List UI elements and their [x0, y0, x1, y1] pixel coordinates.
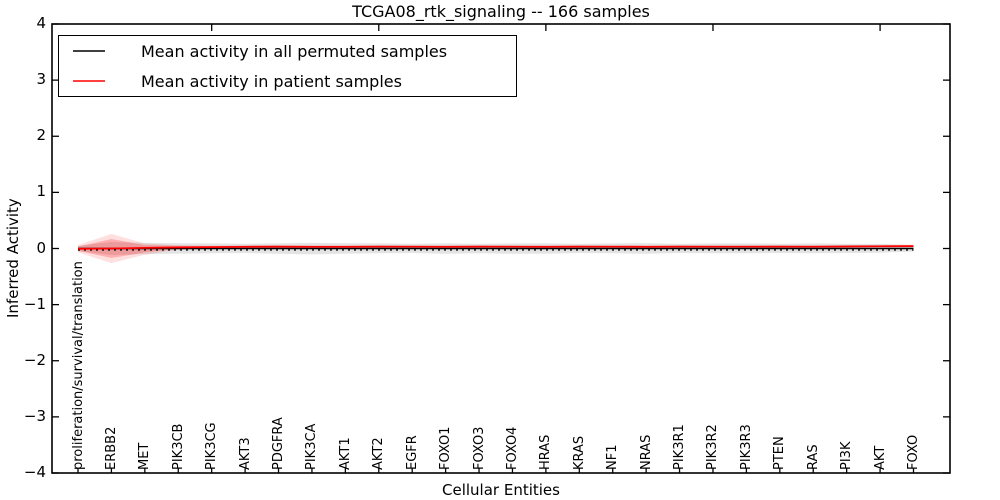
- x-tick-label: NRAS: [638, 434, 654, 470]
- y-tick-label: 2: [36, 126, 46, 145]
- y-tick-label: 4: [36, 14, 46, 32]
- x-tick-label: PTEN: [772, 436, 788, 470]
- x-tick-label: NF1: [605, 444, 621, 470]
- legend-item-patient: Mean activity in patient samples: [59, 68, 516, 94]
- x-tick-label: FOXO3: [471, 426, 487, 470]
- x-tick-label: PIK3CB: [170, 423, 186, 470]
- x-tick-label: AKT1: [337, 437, 353, 470]
- x-axis-label: Cellular Entities: [442, 481, 560, 499]
- legend: Mean activity in all permuted samples Me…: [58, 35, 517, 97]
- x-tick-label: FOXO4: [504, 426, 520, 470]
- axis-ticks: [52, 23, 950, 474]
- x-tick-label: HRAS: [538, 434, 554, 470]
- x-tick-label: PIK3CA: [304, 423, 320, 470]
- x-tick-label: MET: [137, 442, 153, 470]
- x-tick-label: FOXO: [906, 434, 921, 470]
- y-tick-label: −2: [23, 350, 46, 369]
- legend-line-patient-icon: [73, 80, 105, 82]
- x-tick-label: proliferation/survival/translation: [70, 261, 86, 470]
- y-tick-label: 3: [36, 70, 46, 89]
- x-tick-label: EGFR: [404, 435, 420, 470]
- x-tick-label: AKT: [872, 445, 888, 470]
- x-tick-label: KRAS: [571, 435, 587, 470]
- y-tick-label: −4: [23, 463, 46, 481]
- x-tick-label: PDGFRA: [271, 417, 287, 470]
- y-tick-label: 0: [36, 238, 46, 257]
- x-tick-label: PIK3CG: [204, 422, 220, 470]
- chart-title: TCGA08_rtk_signaling -- 166 samples: [352, 2, 650, 21]
- y-tick-label: −3: [23, 406, 46, 425]
- x-tick-label: PIK3R2: [705, 424, 721, 470]
- x-tick-label: PI3K: [839, 441, 855, 470]
- legend-label-permuted: Mean activity in all permuted samples: [141, 41, 448, 61]
- x-tick-label: PIK3R1: [672, 424, 688, 470]
- x-tick-label: RAS: [805, 444, 821, 470]
- y-tick-label: −1: [23, 294, 46, 313]
- x-tick-label: AKT2: [371, 437, 387, 470]
- x-tick-label: AKT3: [237, 437, 253, 470]
- legend-item-permuted: Mean activity in all permuted samples: [59, 38, 516, 64]
- x-tick-label: PIK3R3: [738, 424, 754, 470]
- x-tick-label: FOXO1: [438, 426, 454, 470]
- y-tick-label: 1: [36, 182, 46, 201]
- legend-label-patient: Mean activity in patient samples: [141, 71, 402, 91]
- patient-mean-line: [77, 245, 914, 250]
- x-tick-label: ERBB2: [103, 426, 119, 470]
- legend-line-permuted-icon: [73, 50, 105, 52]
